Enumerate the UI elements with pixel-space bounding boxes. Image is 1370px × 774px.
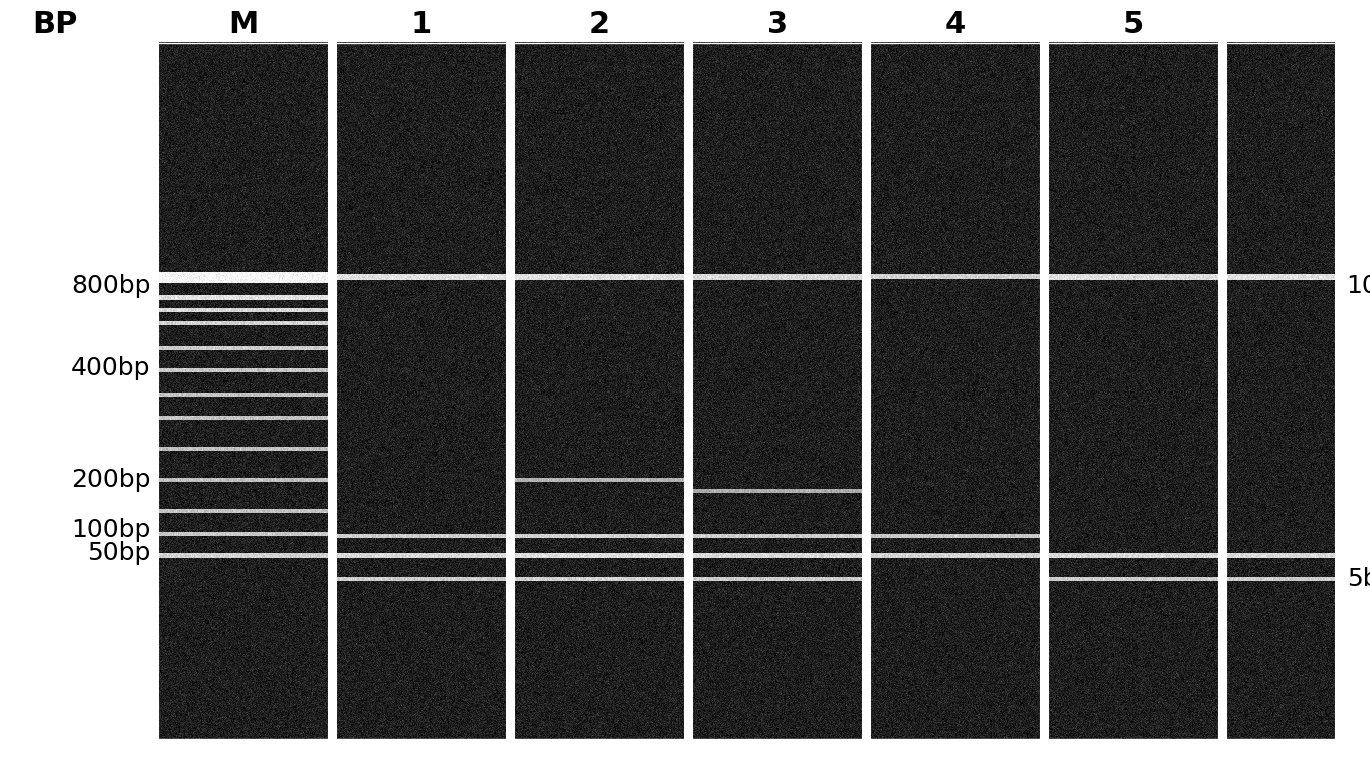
- Text: 2: 2: [589, 10, 610, 39]
- Text: 1: 1: [411, 10, 432, 39]
- Text: BP: BP: [32, 10, 78, 39]
- Text: 800bp: 800bp: [71, 274, 151, 299]
- Text: M: M: [227, 10, 259, 39]
- Text: 50bp: 50bp: [88, 541, 151, 566]
- Text: 5bp: 5bp: [1347, 567, 1370, 591]
- Text: 3: 3: [767, 10, 788, 39]
- Text: 1000bp: 1000bp: [1347, 274, 1370, 299]
- Text: 4: 4: [945, 10, 966, 39]
- Text: 5: 5: [1123, 10, 1144, 39]
- Text: 100bp: 100bp: [71, 518, 151, 543]
- Text: 400bp: 400bp: [71, 355, 151, 380]
- Text: 200bp: 200bp: [71, 467, 151, 492]
